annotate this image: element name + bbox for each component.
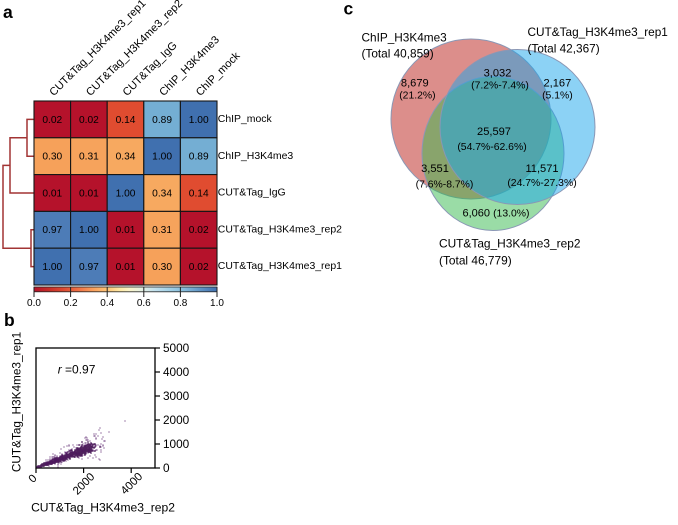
svg-text:0.6: 0.6 — [137, 298, 151, 309]
svg-text:1.00: 1.00 — [152, 152, 172, 163]
svg-text:(21.2%): (21.2%) — [399, 91, 435, 102]
svg-text:r =0.97: r =0.97 — [58, 362, 96, 376]
svg-text:4000: 4000 — [119, 471, 145, 497]
svg-text:(7.2%-7.4%): (7.2%-7.4%) — [471, 80, 529, 91]
svg-text:3,032: 3,032 — [484, 68, 512, 80]
svg-text:CUT&Tag_H3K4me3_rep2: CUT&Tag_H3K4me3_rep2 — [218, 224, 342, 235]
svg-text:0.97: 0.97 — [79, 262, 99, 273]
svg-text:6,060 (13.0%): 6,060 (13.0%) — [463, 208, 530, 220]
svg-text:0.31: 0.31 — [79, 152, 99, 163]
svg-text:0.02: 0.02 — [79, 115, 99, 126]
svg-text:ChIP_H3K4me3: ChIP_H3K4me3 — [218, 151, 294, 162]
svg-text:ChIP_mock: ChIP_mock — [218, 114, 273, 125]
svg-text:2000: 2000 — [163, 413, 190, 427]
svg-text:4000: 4000 — [163, 365, 190, 379]
svg-text:a: a — [3, 2, 13, 22]
svg-text:0.34: 0.34 — [116, 152, 136, 163]
svg-text:0: 0 — [163, 461, 170, 475]
svg-text:1.00: 1.00 — [189, 115, 209, 126]
svg-text:(Total 40,859): (Total 40,859) — [362, 47, 434, 61]
svg-text:0.34: 0.34 — [152, 188, 172, 199]
svg-text:0.97: 0.97 — [42, 225, 62, 236]
svg-text:CUT&Tag_H3K4me3_rep1: CUT&Tag_H3K4me3_rep1 — [218, 261, 342, 272]
svg-text:(7.6%-8.7%): (7.6%-8.7%) — [416, 179, 474, 190]
svg-text:2,167: 2,167 — [544, 78, 572, 90]
svg-text:0.14: 0.14 — [116, 115, 136, 126]
svg-text:0.4: 0.4 — [100, 298, 114, 309]
svg-text:1000: 1000 — [163, 437, 190, 451]
svg-text:b: b — [4, 310, 15, 330]
svg-text:0.0: 0.0 — [27, 298, 41, 309]
svg-text:1.0: 1.0 — [210, 298, 224, 309]
svg-text:3,551: 3,551 — [421, 163, 449, 175]
svg-text:0.02: 0.02 — [189, 262, 209, 273]
svg-text:0.14: 0.14 — [189, 188, 209, 199]
svg-text:11,571: 11,571 — [525, 163, 558, 175]
svg-text:0.2: 0.2 — [64, 298, 78, 309]
svg-text:0: 0 — [27, 472, 40, 485]
svg-text:2000: 2000 — [71, 471, 97, 497]
svg-text:CUT&Tag_H3K4me3_rep1: CUT&Tag_H3K4me3_rep1 — [528, 25, 668, 39]
svg-text:0.89: 0.89 — [152, 115, 172, 126]
svg-text:0.01: 0.01 — [116, 262, 136, 273]
svg-text:(5.1%): (5.1%) — [542, 91, 573, 102]
svg-text:0.01: 0.01 — [116, 225, 136, 236]
svg-text:CUT&Tag_H3K4me3_rep1: CUT&Tag_H3K4me3_rep1 — [10, 332, 24, 472]
svg-text:0.01: 0.01 — [79, 188, 99, 199]
svg-text:CUT&Tag_H3K4me3_rep2: CUT&Tag_H3K4me3_rep2 — [439, 236, 581, 250]
svg-text:(Total 42,367): (Total 42,367) — [528, 42, 600, 56]
svg-text:(54.7%-62.6%): (54.7%-62.6%) — [457, 142, 526, 153]
svg-text:25,597: 25,597 — [477, 126, 511, 138]
svg-text:(24.7%-27.3%): (24.7%-27.3%) — [507, 178, 576, 189]
svg-text:1.00: 1.00 — [79, 225, 99, 236]
svg-text:0.8: 0.8 — [173, 298, 187, 309]
svg-text:CUT&Tag_H3K4me3_rep2: CUT&Tag_H3K4me3_rep2 — [31, 501, 175, 515]
svg-text:0.30: 0.30 — [152, 262, 172, 273]
svg-text:1.00: 1.00 — [116, 188, 136, 199]
svg-text:0.01: 0.01 — [42, 188, 62, 199]
svg-text:0.89: 0.89 — [189, 152, 209, 163]
svg-text:c: c — [344, 0, 354, 19]
svg-text:(Total 46,779): (Total 46,779) — [439, 253, 512, 267]
svg-text:0.31: 0.31 — [152, 225, 172, 236]
svg-text:3000: 3000 — [163, 389, 190, 403]
svg-text:5000: 5000 — [163, 341, 190, 355]
svg-text:0.02: 0.02 — [42, 115, 62, 126]
svg-text:0.02: 0.02 — [189, 225, 209, 236]
svg-text:0.30: 0.30 — [42, 152, 62, 163]
svg-text:8,679: 8,679 — [401, 78, 429, 90]
svg-text:ChIP_H3K4me3: ChIP_H3K4me3 — [362, 31, 448, 45]
svg-text:CUT&Tag_IgG: CUT&Tag_IgG — [218, 188, 286, 199]
svg-text:1.00: 1.00 — [42, 262, 62, 273]
